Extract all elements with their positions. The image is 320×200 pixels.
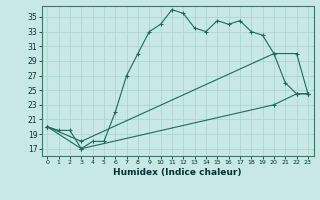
X-axis label: Humidex (Indice chaleur): Humidex (Indice chaleur) (113, 168, 242, 177)
